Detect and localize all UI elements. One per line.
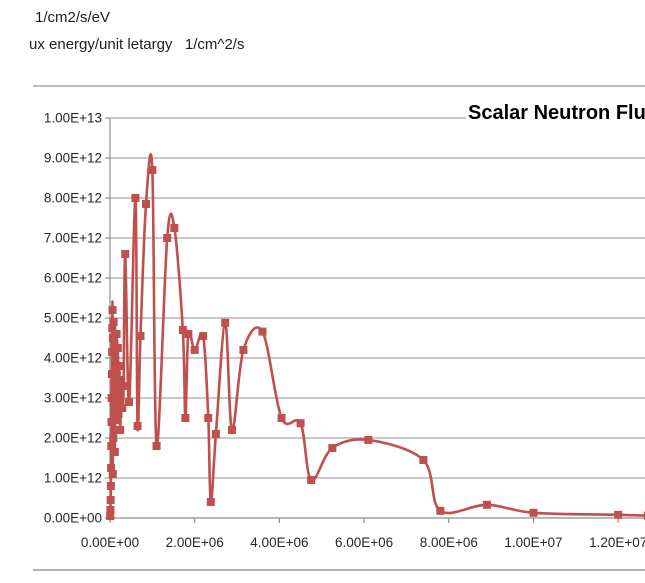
flux-series-marker	[117, 376, 126, 384]
y-tick-label: 2.00E+12	[44, 431, 102, 446]
x-tick-label: 4.00E+06	[250, 535, 308, 550]
flux-series-marker	[221, 318, 230, 327]
x-tick-label: 1.00E+07	[504, 535, 562, 550]
flux-series-marker	[108, 348, 117, 356]
y-tick-label: 9.00E+12	[44, 151, 102, 166]
flux-series-marker	[170, 224, 179, 232]
y-tick-label: 4.00E+12	[44, 351, 102, 366]
flux-series-marker	[106, 482, 115, 490]
flux-series-marker	[141, 200, 150, 208]
flux-series-marker	[133, 422, 142, 430]
y-units-label: 1/cm2/s/eV	[35, 9, 111, 26]
x-tick-label: 1.20E+07	[589, 535, 645, 550]
flux-series-marker	[109, 318, 118, 326]
flux-series-marker	[204, 414, 213, 422]
flux-series-marker	[107, 370, 116, 378]
y-tick-label: 0.00E+00	[44, 511, 102, 526]
flux-series-marker	[121, 250, 130, 258]
flux-series-marker	[106, 506, 115, 514]
flux-series-marker	[419, 456, 428, 464]
flux-series-marker	[239, 346, 248, 354]
flux-series-marker	[178, 326, 187, 334]
y-tick-label: 1.00E+12	[44, 471, 102, 486]
flux-series-marker	[107, 442, 116, 450]
y-tick-label: 6.00E+12	[44, 271, 102, 286]
flux-series-marker	[106, 512, 115, 520]
flux-series-marker	[436, 506, 445, 515]
flux-series-marker	[111, 416, 120, 424]
flux-series-marker	[110, 448, 119, 456]
x-tick-label: 6.00E+06	[335, 535, 393, 550]
x-tick-label: 0.00E+00	[81, 535, 139, 550]
flux-series-marker	[206, 498, 215, 506]
flux-series-marker	[643, 511, 645, 520]
flux-series-marker	[107, 418, 116, 426]
flux-series-marker	[112, 330, 121, 338]
flux-series-marker	[529, 508, 538, 517]
flux-series-marker	[364, 436, 373, 444]
y-tick-label: 8.00E+12	[44, 191, 102, 206]
flux-series-marker	[277, 414, 286, 422]
flux-series-marker	[113, 390, 122, 398]
flux-series-marker	[181, 414, 190, 422]
flux-series-marker	[111, 356, 120, 364]
flux-series-marker	[258, 327, 267, 336]
flux-series-marker	[116, 426, 125, 434]
flux-series-marker	[227, 426, 236, 434]
flux-series-marker	[211, 430, 220, 438]
flux-series-marker	[199, 332, 208, 340]
flux-series-marker	[184, 330, 193, 338]
x-tick-label: 2.00E+06	[166, 535, 224, 550]
flux-series-marker	[482, 500, 491, 509]
flux-series-marker	[125, 398, 134, 406]
chart-title: Scalar Neutron Flux	[466, 101, 645, 125]
flux-series-marker	[163, 234, 172, 242]
y-tick-label: 1.00E+13	[44, 111, 102, 126]
flux-series-marker	[114, 410, 123, 418]
flux-series-marker	[108, 306, 117, 314]
flux-series-marker	[108, 470, 117, 478]
flux-series-marker	[614, 510, 623, 519]
flux-series-marker	[113, 344, 122, 352]
flux-series-marker	[108, 324, 117, 332]
flux-series-marker	[190, 346, 199, 354]
y-tick-label: 7.00E+12	[44, 231, 102, 246]
flux-series-marker	[136, 332, 145, 340]
flux-units-label: ux energy/unit letargy 1/cm^2/s	[29, 36, 245, 53]
flux-series-marker	[307, 476, 316, 484]
flux-series-marker	[148, 166, 157, 174]
flux-series-marker	[296, 419, 305, 428]
flux-series-marker	[328, 444, 337, 452]
flux-series-marker	[152, 442, 161, 450]
y-tick-label: 5.00E+12	[44, 311, 102, 326]
flux-series-marker	[110, 398, 119, 406]
flux-series-marker	[115, 362, 124, 370]
x-tick-label: 8.00E+06	[420, 535, 478, 550]
flux-series-marker	[107, 464, 116, 472]
flux-series-marker	[119, 382, 128, 390]
flux-series-marker	[118, 404, 127, 412]
flux-series-marker	[106, 496, 115, 504]
y-tick-label: 3.00E+12	[44, 391, 102, 406]
flux-series-marker	[131, 194, 140, 202]
flux-series-marker	[109, 434, 118, 442]
